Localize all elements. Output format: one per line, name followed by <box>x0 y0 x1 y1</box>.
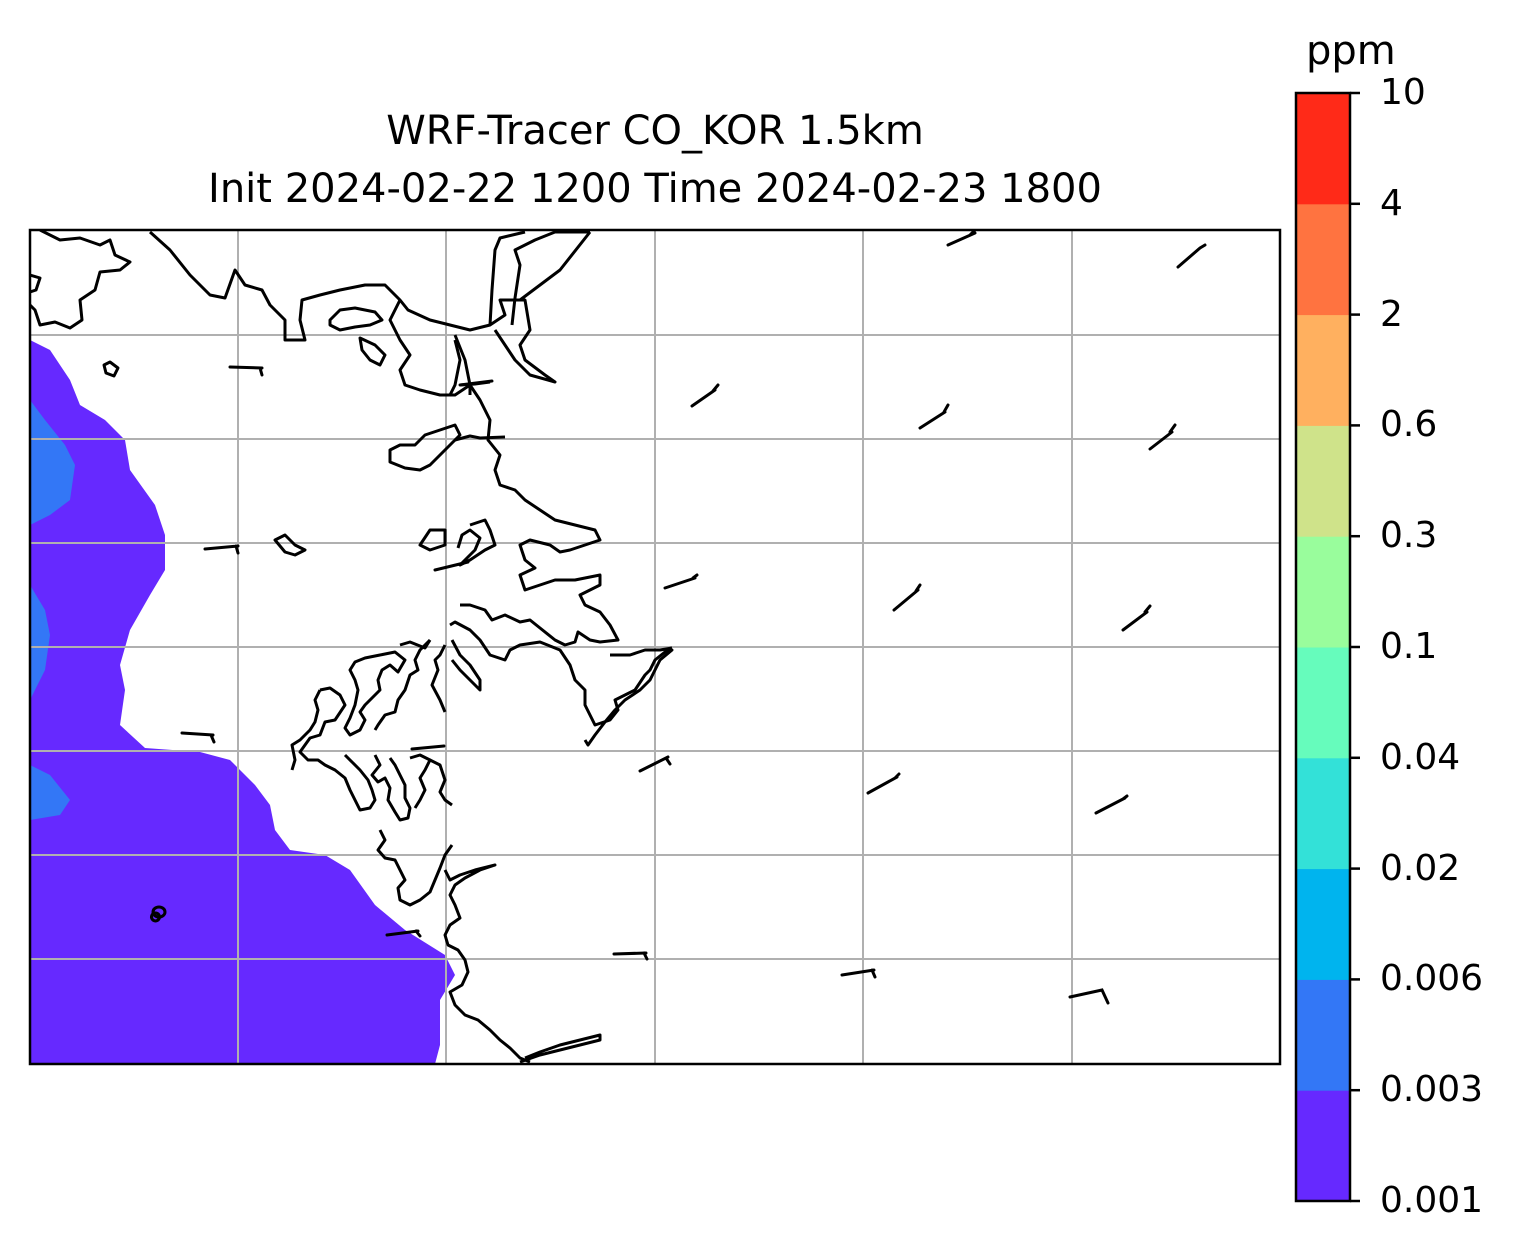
colorbar <box>1294 91 1360 1203</box>
wind-barb <box>612 951 649 961</box>
colorbar-segment <box>1296 647 1350 759</box>
map-frame <box>28 228 1282 1066</box>
colorbar-tick-label: 0.04 <box>1380 736 1461 778</box>
wind-barb <box>892 583 922 612</box>
wind-barb <box>433 560 470 572</box>
colorbar-tick-label: 0.006 <box>1380 958 1484 1000</box>
colorbar-tick-label: 0.001 <box>1380 1180 1484 1221</box>
wind-barb <box>1176 243 1207 269</box>
wind-barbs <box>180 230 1207 1005</box>
wind-barb <box>663 573 699 590</box>
colorbar-segment <box>1296 93 1350 205</box>
wind-barb <box>385 929 422 938</box>
chart-title-line2: Init 2024-02-22 1200 Time 2024-02-23 180… <box>208 166 1102 212</box>
colorbar-tick-label: 2 <box>1380 293 1403 335</box>
wind-barb <box>1121 604 1152 632</box>
wind-barb <box>228 365 264 377</box>
wind-barb <box>458 379 494 387</box>
colorbar-segment <box>1296 757 1350 870</box>
colorbar-unit-label: ppm <box>1306 28 1396 74</box>
co-contour-mid-patch-2 <box>30 585 50 700</box>
wind-barb <box>203 544 240 555</box>
colorbar-tick-label: 0.1 <box>1380 626 1438 667</box>
co-contour-mid-patch-1 <box>30 400 75 525</box>
wind-barb <box>1094 794 1129 815</box>
wind-barb <box>410 744 446 751</box>
wind-barb <box>690 383 720 408</box>
wind-barb <box>180 731 216 744</box>
colorbar-segment <box>1296 536 1350 648</box>
colorbar-tick-label: 4 <box>1380 182 1403 224</box>
wind-barb <box>866 772 901 795</box>
colorbar-tick-label: 0.3 <box>1380 515 1438 557</box>
colorbar-tick-label: 0.02 <box>1380 847 1461 889</box>
wind-barb <box>918 403 950 430</box>
colorbar-tick-label: 0.003 <box>1380 1069 1484 1111</box>
wind-barb <box>840 968 877 979</box>
coastline <box>30 230 674 1064</box>
wind-barb <box>1148 423 1177 451</box>
colorbar-segment <box>1296 1090 1350 1202</box>
chart-title-line1: WRF-Tracer CO_KOR 1.5km <box>386 108 924 154</box>
colorbar-tick-label: 10 <box>1380 72 1426 113</box>
colorbar-segment <box>1296 425 1350 537</box>
colorbar-segment <box>1296 314 1350 426</box>
colorbar-segment <box>1296 979 1350 1091</box>
colorbar-tick-label: 0.6 <box>1380 404 1438 446</box>
co-contour-low-band <box>30 340 455 1064</box>
colorbar-segment <box>1296 203 1350 316</box>
gridlines <box>30 230 1280 1064</box>
co-contour-mid-patch-3 <box>30 765 70 820</box>
colorbar-segment <box>1296 868 1350 980</box>
wind-barb <box>1068 988 1110 1005</box>
wind-barb <box>638 755 672 773</box>
